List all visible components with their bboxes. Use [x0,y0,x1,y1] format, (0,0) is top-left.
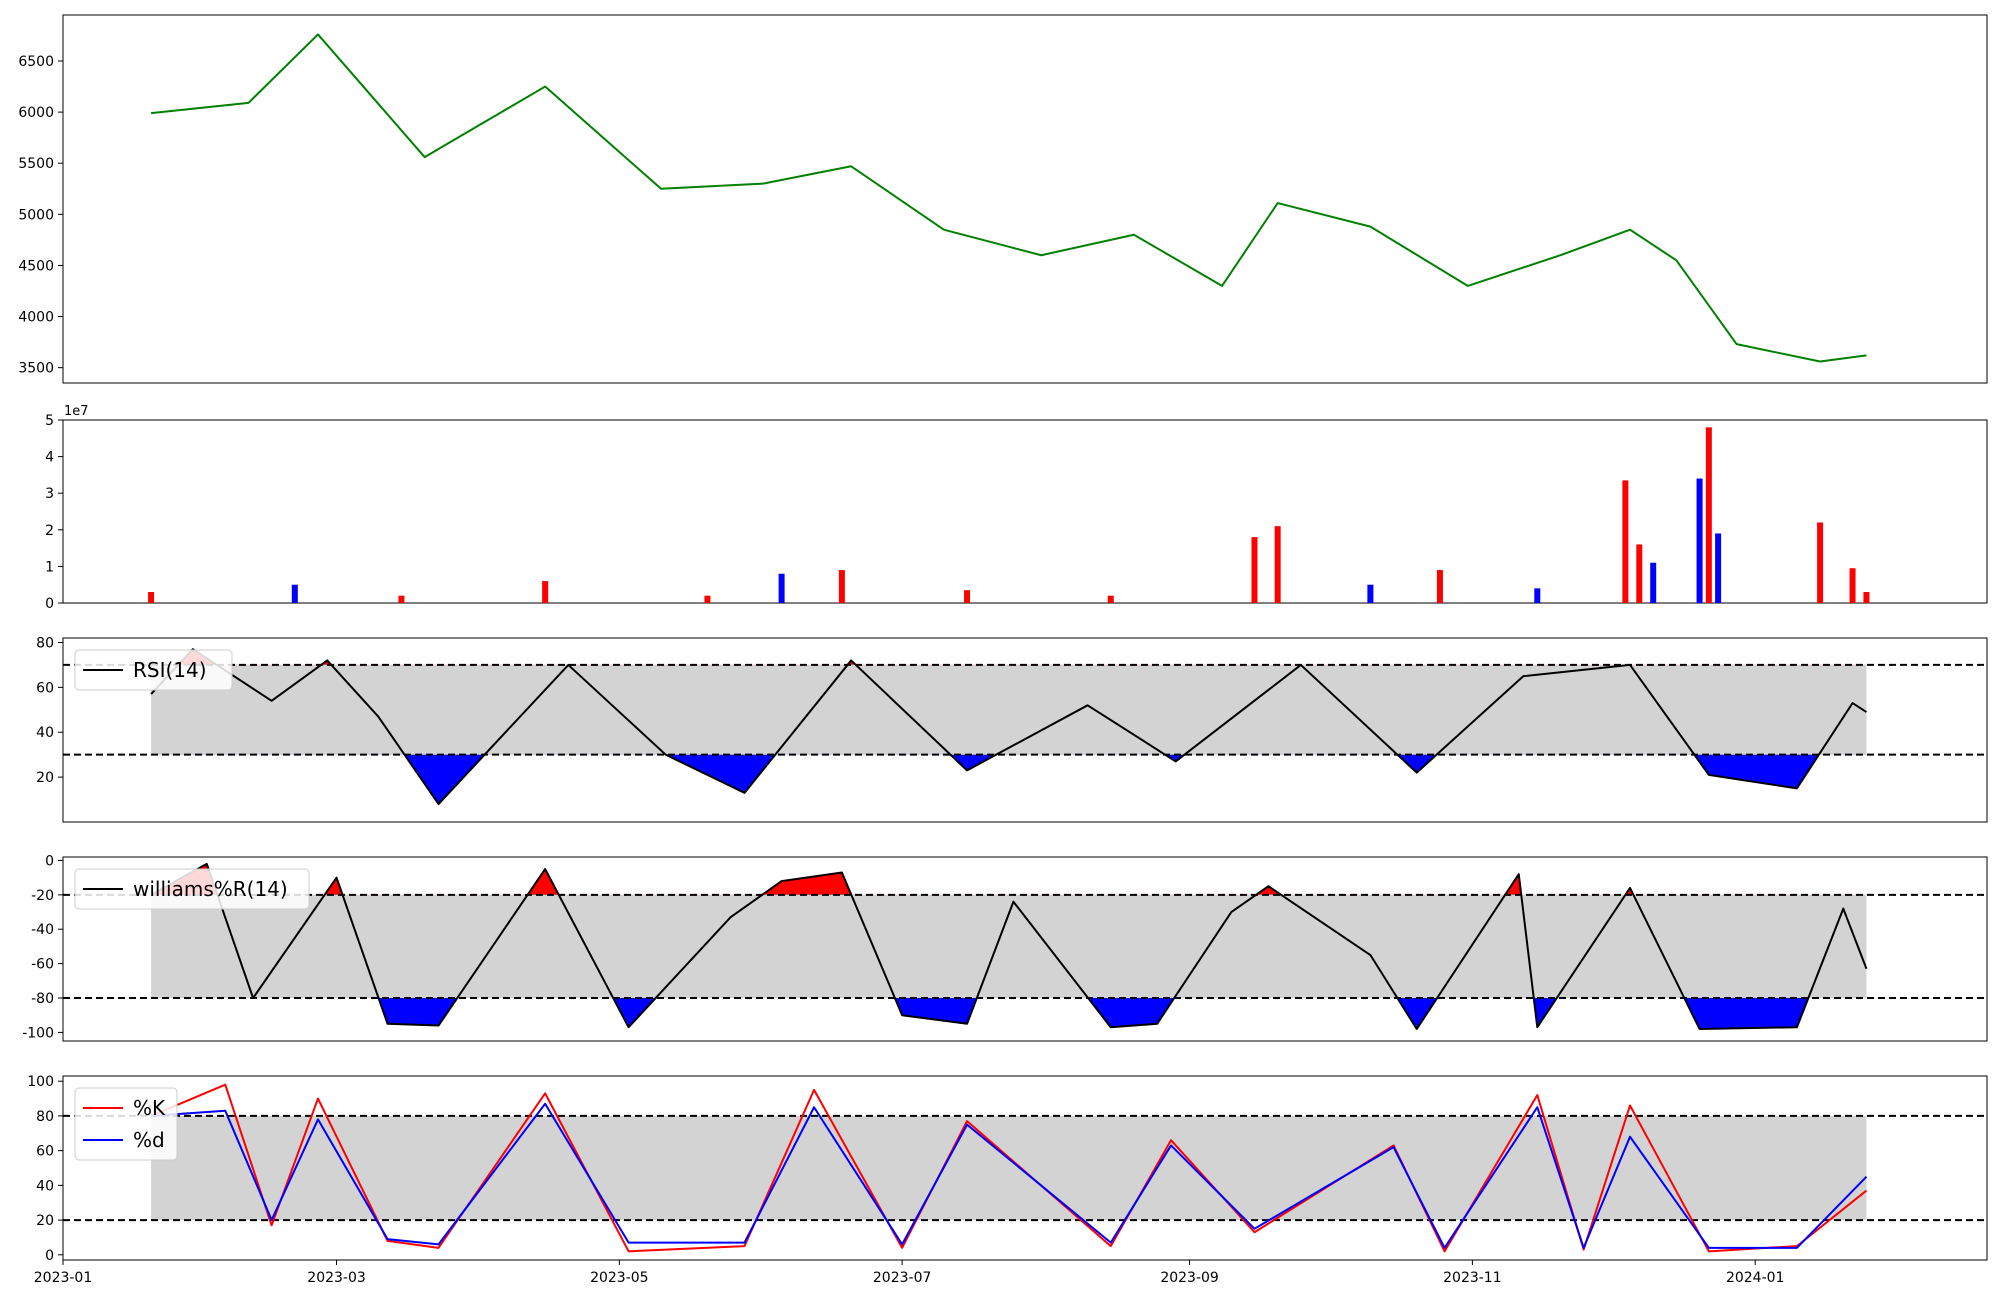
xtick-label: 2024-01 [1726,1270,1785,1286]
volume-bar [542,581,549,603]
rsi-legend-label: RSI(14) [133,658,207,682]
stochastic-ytick-label: 60 [36,1144,54,1160]
volume-bar [1817,522,1824,603]
xtick-label: 2023-11 [1443,1270,1502,1286]
volume-bar [1534,588,1541,603]
volume-bar [1636,544,1643,603]
volume-bar [778,573,785,603]
volume-ytick-label: 4 [45,450,54,466]
rsi-frame [62,637,1988,823]
xtick-label: 2023-07 [873,1270,932,1286]
price-ytick-label: 6500 [18,54,54,70]
xtick-label: 2023-05 [590,1270,649,1286]
williams-panel: 0 -20 -40 -60 -80 -100 williams%R(14) [22,853,1988,1042]
volume-panel: 1e7 0 1 2 3 4 5 [45,404,1988,612]
stochastic-ytick-label: 0 [45,1248,54,1264]
stochastic-line [151,1102,1868,1249]
volume-bar [1705,427,1712,603]
volume-bar [1436,570,1443,603]
xtick-label: 2023-03 [307,1270,366,1286]
volume-bar [1367,584,1374,603]
williams-ytick-label: 0 [45,853,54,869]
rsi-legend [74,649,233,691]
volume-ytick-label: 2 [45,523,54,539]
volume-bar [1107,595,1114,603]
volume-bar [1274,526,1281,603]
price-line [150,33,1867,363]
williams-line [150,862,1868,1030]
volume-bar [1715,533,1722,603]
price-ytick-label: 5000 [18,207,54,223]
xtick-label: 2023-01 [34,1270,93,1286]
volume-ytick-label: 3 [45,486,54,502]
volume-bar [148,592,155,603]
williams-ytick-label: -80 [31,991,54,1007]
price-ytick-label: 3500 [18,361,54,377]
x-axis: 2023-01 2023-03 2023-05 2023-07 2023-09 2023-… [34,1260,1785,1286]
rsi-ytick-label: 20 [36,770,54,786]
volume-bar [964,590,971,603]
volume-bar [704,595,711,603]
stochastic-legend-label: %K [133,1096,166,1120]
stochastic-legend [74,1087,178,1161]
price-ytick-label: 4500 [18,258,54,274]
volume-bar [1650,562,1657,603]
stochastic-line [150,1083,1868,1253]
williams-ytick-label: -40 [31,922,54,938]
volume-bar [398,595,405,603]
stochastic-ytick-label: 20 [36,1213,54,1229]
price-ytick-label: 6000 [18,105,54,121]
volume-bar [1622,480,1629,603]
volume-bar [291,584,298,603]
rsi-band [151,664,1867,755]
rsi-line [150,648,1868,806]
rsi-ytick-label: 40 [36,725,54,741]
price-panel: 3500 4000 4500 5000 5500 6000 6500 [18,14,1988,384]
volume-ytick-label: 0 [45,596,54,612]
williams-legend-label: williams%R(14) [133,877,288,901]
volume-bar [838,570,845,603]
williams-band [151,894,1867,999]
xtick-label: 2023-09 [1160,1270,1219,1286]
price-frame [62,14,1988,384]
stochastic-ytick-label: 40 [36,1178,54,1194]
stochastic-legend-label: %d [133,1128,165,1152]
volume-frame [62,419,1988,604]
volume-offset-label: 1e7 [64,404,89,419]
stochastic-panel: 0 20 40 60 80 100 %K %d [27,1074,1988,1264]
volume-bar [1863,592,1870,603]
stochastic-frame [62,1075,1988,1261]
price-ytick-label: 4000 [18,310,54,326]
williams-ytick-label: -60 [31,957,54,973]
williams-ytick-label: -20 [31,888,54,904]
williams-legend [74,868,310,910]
rsi-ytick-label: 60 [36,680,54,696]
price-ytick-label: 5500 [18,156,54,172]
volume-bar [1849,568,1856,603]
stochastic-ytick-label: 80 [36,1109,54,1125]
volume-ytick-label: 1 [45,559,54,575]
volume-bar [1251,537,1258,603]
rsi-panel: 20 40 60 80 RSI(14) [36,635,1988,823]
volume-ytick-label: 5 [45,413,54,429]
volume-bar [1696,478,1703,603]
stochastic-band [151,1115,1867,1221]
stochastic-ytick-label: 100 [27,1074,54,1090]
rsi-ytick-label: 80 [36,635,54,651]
williams-frame [62,856,1988,1042]
williams-ytick-label: -100 [22,1025,54,1041]
williams-oversold-fill [151,998,1867,1029]
